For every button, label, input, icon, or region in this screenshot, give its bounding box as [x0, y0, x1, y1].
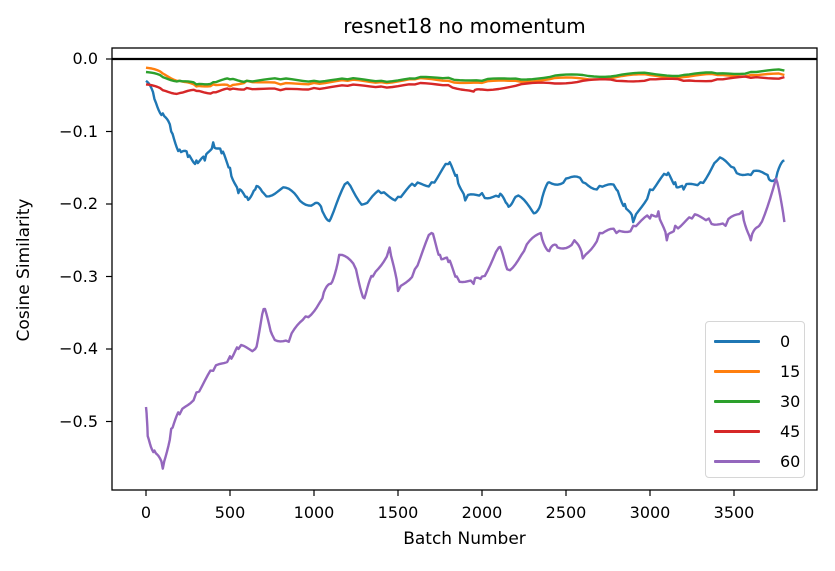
x-tick-label: 3000 — [629, 503, 671, 522]
legend-label: 60 — [780, 451, 801, 471]
legend-item-0: 0 — [714, 330, 790, 352]
series-line-45 — [145, 75, 785, 96]
y-tick-label: −0.2 — [59, 194, 98, 213]
line-swatch-icon — [714, 369, 760, 373]
y-tick-label: 0.0 — [72, 49, 98, 68]
line-swatch-icon — [714, 339, 760, 343]
x-tick-label: 3500 — [713, 503, 755, 522]
plot-frame — [111, 47, 818, 491]
legend: 0 15 30 45 60 — [705, 321, 805, 478]
legend-label: 30 — [780, 391, 801, 411]
y-tick-label: −0.5 — [59, 411, 98, 431]
legend-item-60: 60 — [714, 450, 800, 472]
line-swatch-icon — [714, 399, 760, 403]
legend-label: 0 — [780, 331, 791, 351]
x-tick-label: 500 — [214, 503, 246, 522]
series-line-60 — [144, 177, 786, 470]
legend-item-45: 45 — [714, 420, 800, 442]
y-tick-label: −0.4 — [59, 339, 98, 358]
series-layer — [144, 66, 786, 470]
legend-label: 45 — [780, 421, 801, 441]
x-tick-label: 1500 — [377, 503, 419, 522]
tick-marks — [106, 58, 735, 496]
x-tick-label: 0 — [140, 503, 152, 522]
chart-title: resnet18 no momentum — [343, 14, 586, 38]
y-tick-label: −0.3 — [59, 266, 98, 286]
legend-label: 15 — [780, 361, 801, 381]
legend-item-15: 15 — [714, 360, 800, 382]
x-tick-label: 1000 — [293, 503, 335, 522]
x-tick-label: 2000 — [461, 503, 503, 522]
legend-item-30: 30 — [714, 390, 800, 412]
line-swatch-icon — [714, 459, 760, 463]
line-swatch-icon — [714, 429, 760, 433]
series-line-30 — [145, 68, 785, 86]
x-axis-label: Batch Number — [403, 529, 526, 549]
series-line-0 — [145, 79, 785, 224]
series-line-15 — [145, 66, 785, 88]
x-tick-label: 2500 — [545, 503, 587, 522]
y-tick-label: −0.1 — [59, 121, 98, 141]
